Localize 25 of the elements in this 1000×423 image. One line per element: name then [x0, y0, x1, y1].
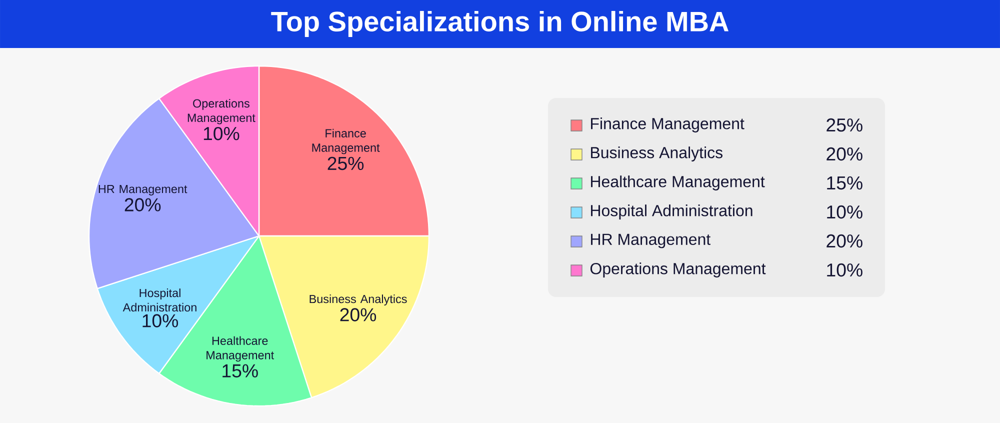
legend-label: HR Management [591, 234, 711, 248]
text: 15% [827, 176, 862, 190]
chart-title: Top Specializations in Online MBA [271, 10, 729, 38]
data-label: 10% [142, 314, 178, 328]
slice-label: Finance Management [312, 128, 380, 154]
legend-label: Hospital Administration [591, 204, 752, 220]
slice-label: Hospital Administration [122, 288, 196, 312]
text: 10% [827, 263, 862, 277]
legend-label: Operations Management [590, 262, 766, 278]
data-label: 10% [204, 126, 240, 140]
legend-label: Healthcare Management [591, 176, 765, 190]
text: 20% [826, 234, 862, 248]
text: 25% [826, 118, 862, 132]
legend-label: Finance Management [591, 118, 744, 132]
data-label: 15% [222, 364, 258, 378]
slice-label: Operations Management [188, 98, 256, 124]
text: 10% [827, 205, 862, 219]
legend-label: Business Analytics [591, 146, 722, 162]
data-label: 20% [124, 198, 161, 212]
data-label: 20% [340, 308, 376, 322]
slice-label: Business Analytics [310, 294, 407, 306]
slice-label: HR Management [98, 184, 188, 196]
slice-label: Healthcare Management [206, 336, 274, 362]
data-label: 25% [328, 156, 364, 170]
text: 20% [826, 147, 862, 161]
